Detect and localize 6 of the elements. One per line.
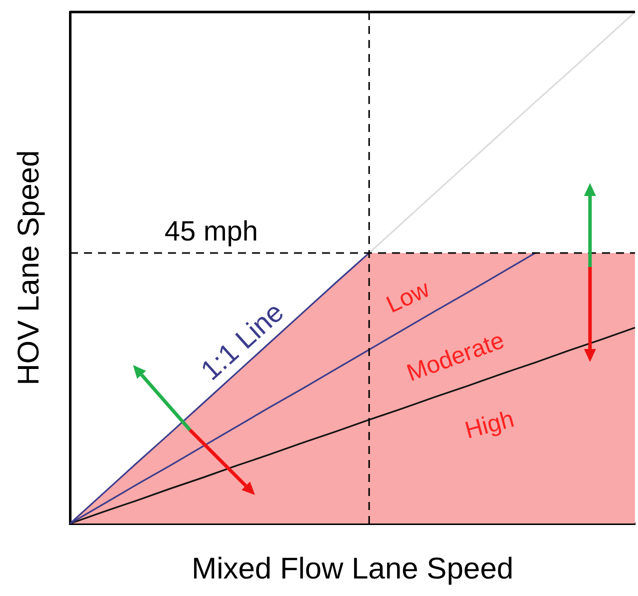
annotation: Low — [382, 275, 434, 319]
annotation: High — [462, 406, 517, 444]
y-axis-title: HOV Lane Speed — [12, 150, 46, 386]
text: 1:1 Line — [194, 296, 290, 386]
x-axis-title: Mixed Flow Lane Speed — [192, 552, 514, 586]
ref-line-label: 45 mph — [164, 216, 258, 247]
